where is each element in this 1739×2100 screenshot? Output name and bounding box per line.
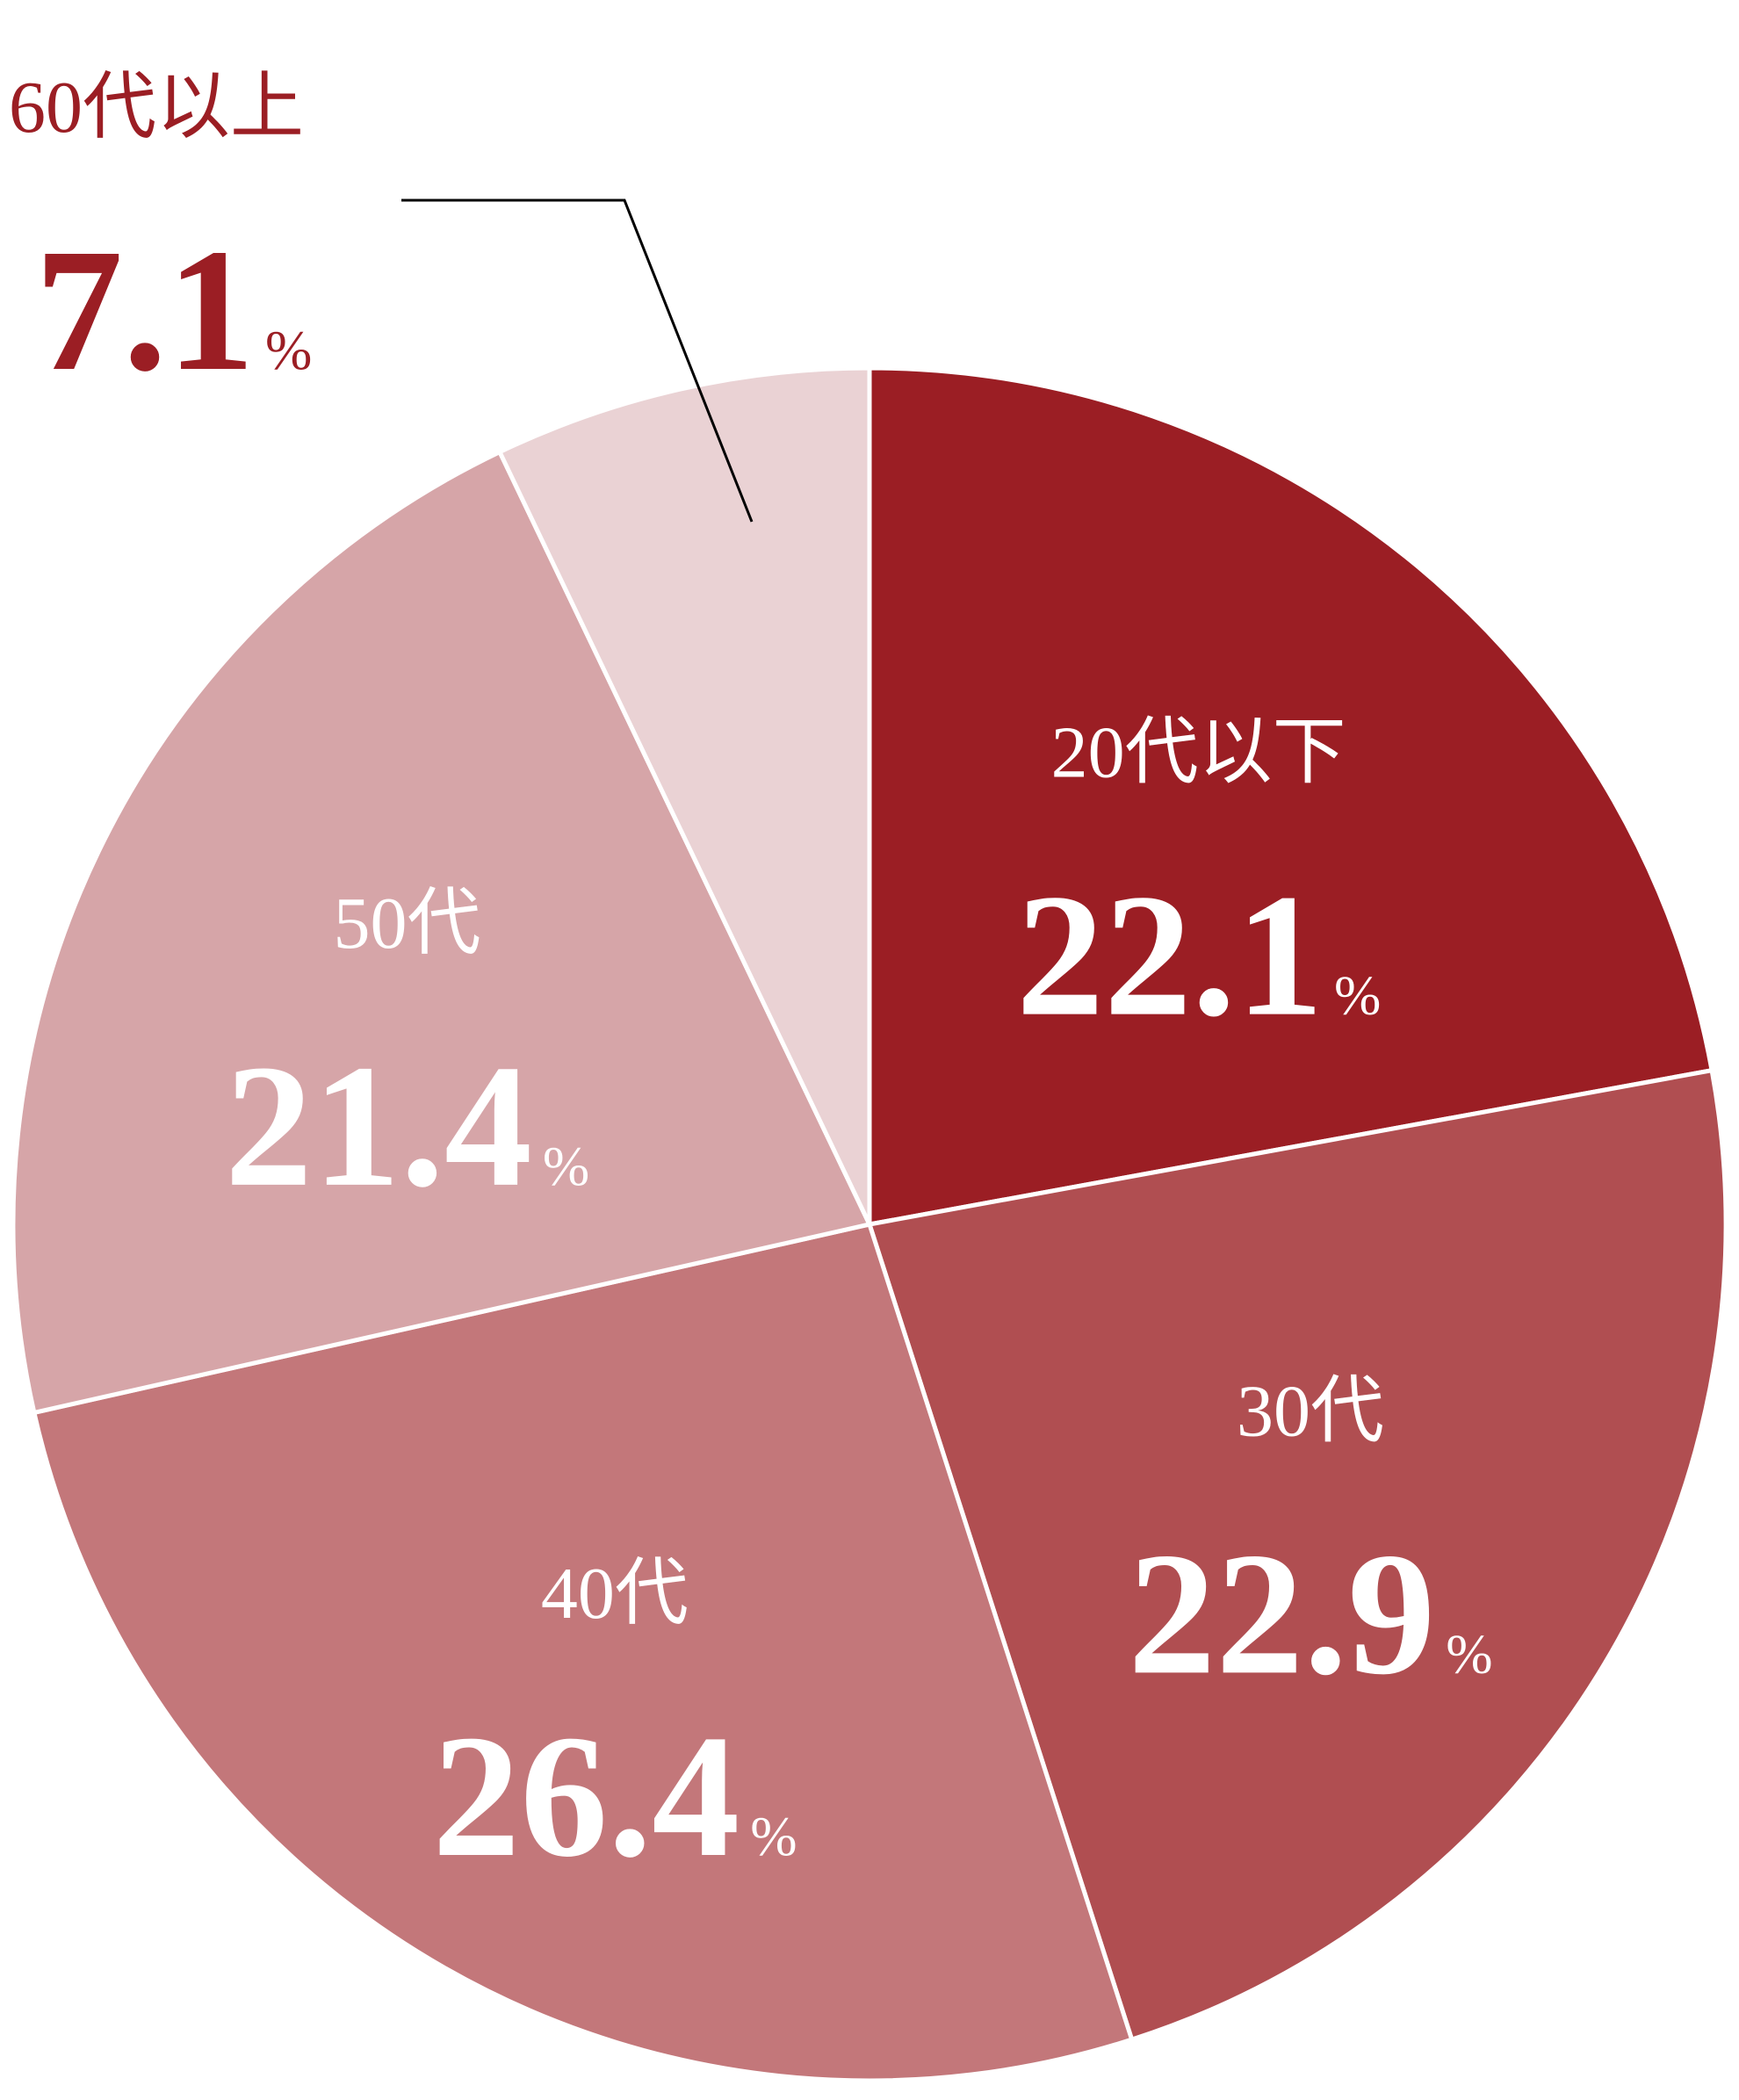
category-label: 30代 — [1237, 1370, 1384, 1452]
value-label: 21.4% — [225, 1029, 589, 1223]
pie-slice — [496, 365, 872, 1226]
value-number: 22.9 — [1128, 1517, 1435, 1711]
value-unit: % — [265, 319, 312, 381]
value-unit: % — [1446, 1622, 1492, 1685]
value-number: 7.1 — [35, 213, 255, 408]
pie-slice — [31, 1222, 1135, 2083]
value-unit: % — [1334, 964, 1381, 1027]
leader-line — [401, 198, 754, 523]
value-number: 22.1 — [1016, 859, 1324, 1053]
value-label: 22.1% — [1016, 859, 1381, 1053]
pie-slice — [866, 1067, 1728, 2043]
value-unit: % — [543, 1135, 589, 1197]
value-label: 22.9% — [1128, 1517, 1492, 1711]
pie-slice — [867, 365, 1715, 1227]
category-label: 50代 — [334, 883, 481, 964]
category-label: 40代 — [541, 1553, 689, 1635]
value-number: 26.4 — [432, 1699, 740, 1894]
category-label: 60代以上 — [9, 67, 304, 148]
value-unit: % — [750, 1805, 797, 1867]
value-label: 26.4% — [432, 1699, 797, 1894]
value-label: 7.1% — [35, 213, 312, 408]
pie-slice — [11, 449, 873, 1416]
value-number: 21.4 — [225, 1029, 532, 1223]
category-label: 20代以下 — [1051, 712, 1346, 794]
